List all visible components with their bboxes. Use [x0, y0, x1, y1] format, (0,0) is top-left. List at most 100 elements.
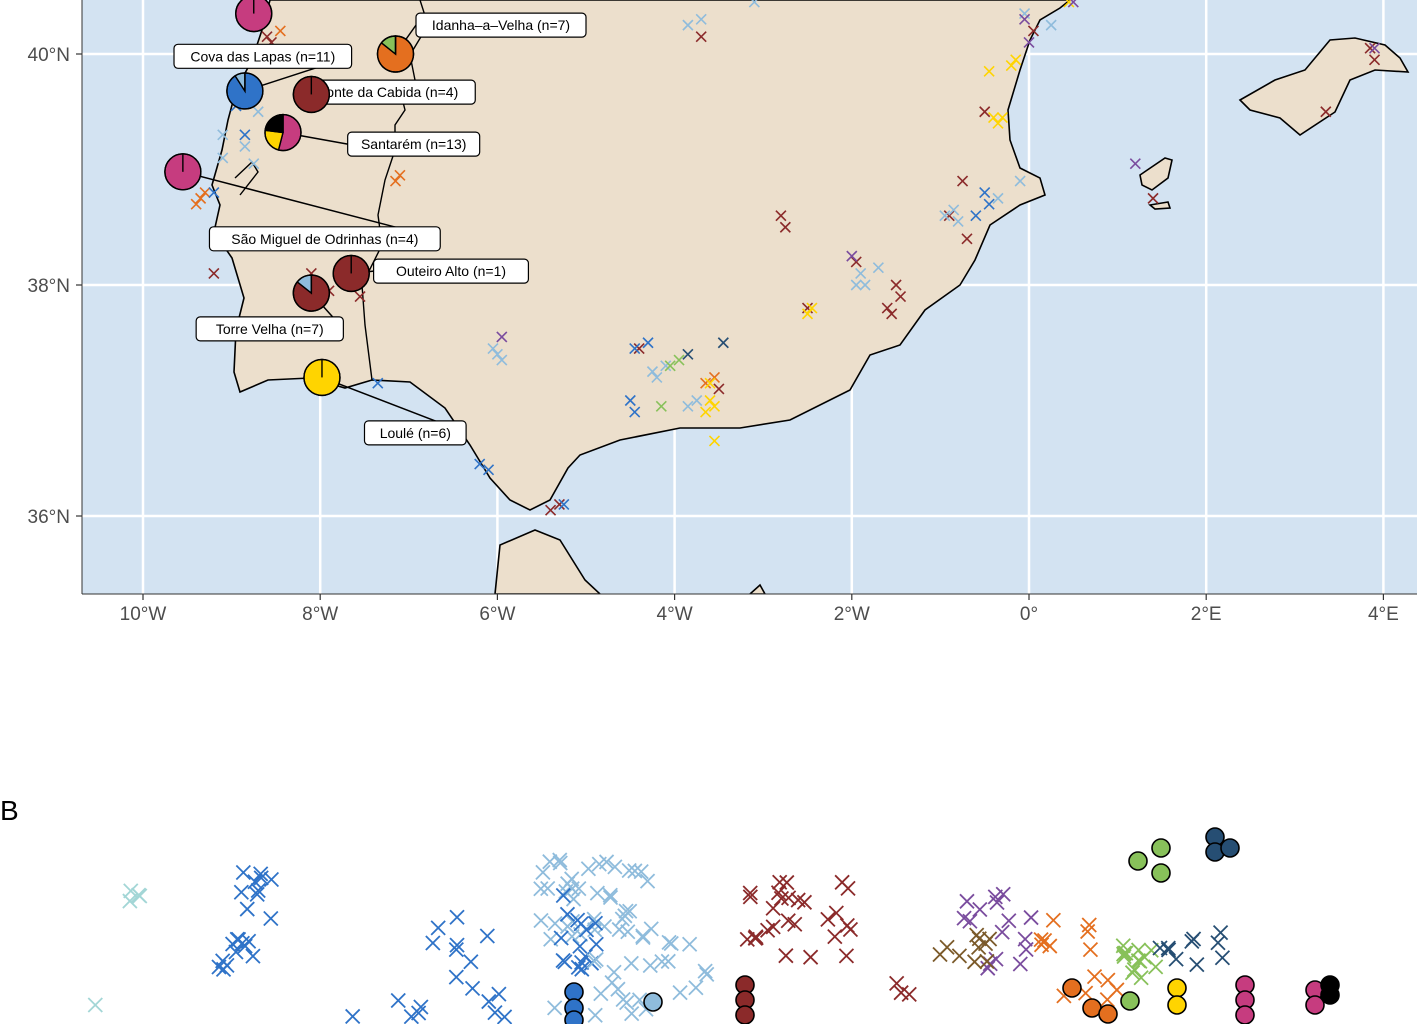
sample-cross — [633, 342, 645, 355]
sample-cross — [627, 863, 643, 879]
sample-cross — [806, 302, 818, 314]
sample-cross — [1027, 25, 1039, 37]
sample-cross — [464, 980, 481, 996]
sample-cross — [552, 852, 568, 868]
sample-cross — [872, 262, 884, 274]
site-label: Cova das Lapas (n=11) — [190, 48, 335, 64]
sample-cross — [372, 377, 384, 389]
coastline-detail — [234, 160, 259, 196]
sample-cross — [1368, 54, 1381, 66]
sample-cross — [487, 342, 499, 355]
sample-cross — [547, 915, 563, 932]
sample-cross — [449, 937, 465, 953]
sample-cross — [208, 187, 220, 199]
site-label-box — [363, 420, 467, 446]
sample-cross — [660, 360, 672, 372]
sample-crosses — [190, 0, 1381, 516]
sample-cross — [263, 910, 279, 927]
sample-cross — [972, 901, 988, 918]
sample-cross — [1189, 956, 1205, 973]
sample-cross — [228, 944, 244, 960]
sample-cross — [1210, 935, 1226, 951]
sample-cross — [624, 394, 636, 407]
sample-cross — [1116, 945, 1133, 961]
sample-dot — [1151, 838, 1171, 858]
sample-cross — [239, 140, 251, 152]
sample-cross — [688, 980, 704, 996]
sample-cross — [602, 887, 618, 903]
x-tick-label: 6°W — [479, 604, 515, 625]
sample-cross — [959, 893, 975, 909]
sample-cross — [697, 963, 713, 979]
sample-cross — [827, 928, 843, 945]
site-marker: Cova das Lapas (n=11) — [173, 43, 353, 110]
site-label: São Miguel de Odrinhas (n=4) — [231, 231, 418, 247]
sample-cross — [995, 886, 1011, 902]
sample-dot — [1305, 995, 1325, 1015]
sample-cross — [992, 192, 1004, 204]
sample-cross — [700, 377, 712, 389]
sample-dot — [1062, 978, 1082, 998]
sample-cross — [491, 348, 503, 360]
x-tick-label: 2°E — [1191, 604, 1222, 625]
sample-cross — [586, 911, 602, 927]
sample-cross — [1168, 951, 1184, 967]
sample-cross — [673, 354, 685, 366]
sample-cross — [249, 886, 265, 902]
sample-cross — [1152, 940, 1168, 956]
sample-cross — [859, 279, 871, 291]
sample-dot — [1320, 985, 1340, 1005]
site-label-box — [415, 12, 587, 38]
map-axes: 10°W 8°W 6°W 4°W 2°W 0° 2°E 4°E 40°N 38°N 36°N — [28, 0, 1417, 625]
sample-cross — [1033, 931, 1049, 948]
sample-cross — [533, 912, 549, 929]
sample-cross — [496, 1009, 513, 1024]
sample-cross — [578, 922, 595, 938]
sample-cross — [591, 856, 607, 872]
sample-cross — [780, 890, 797, 906]
sample-cross — [195, 192, 207, 204]
sample-cross — [482, 464, 495, 476]
sample-cross — [742, 885, 758, 901]
sample-cross — [345, 1008, 361, 1024]
sample-cross — [535, 864, 551, 880]
site-label-box — [347, 131, 481, 157]
panel-letter-b: B — [0, 795, 19, 826]
sample-cross — [1147, 192, 1159, 204]
sample-cross — [787, 916, 803, 932]
sample-cross — [602, 889, 619, 906]
sample-cross — [951, 948, 968, 964]
site-marker: Torre Velha (n=7) — [195, 274, 344, 342]
sample-cross — [651, 371, 663, 383]
sample-cross — [748, 0, 760, 8]
sample-cross — [700, 406, 712, 418]
sample-cross — [1045, 19, 1057, 31]
sample-cross — [779, 221, 791, 233]
sample-cross — [553, 930, 569, 946]
y-tick-label: 36°N — [28, 507, 70, 528]
sample-cross — [842, 921, 859, 938]
sample-cross — [642, 337, 654, 349]
sample-cross — [239, 901, 255, 917]
sample-cross — [1368, 42, 1381, 54]
y-tick-label: 38°N — [28, 276, 70, 297]
sample-cross — [587, 915, 604, 931]
sample-cross — [989, 894, 1005, 911]
sample-cross — [481, 993, 497, 1010]
site-marker: Santarém (n=13) — [264, 113, 481, 157]
sample-cross — [87, 997, 103, 1013]
sample-cross — [633, 864, 649, 880]
sample-cross — [487, 1004, 503, 1021]
site-label: Torre Velha (n=7) — [216, 321, 324, 337]
site-label: Monte da Cabida (n=4) — [315, 84, 459, 100]
sample-cross — [586, 953, 602, 969]
site-marker: São Miguel de Odrinhas (n=4) — [164, 153, 441, 252]
sample-cross — [1010, 54, 1022, 66]
sample-cross — [846, 250, 858, 262]
sample-cross — [1124, 965, 1141, 981]
sample-cross — [682, 348, 694, 360]
sample-cross — [1133, 970, 1149, 986]
sample-cross — [890, 279, 902, 291]
mallorca-island — [1238, 37, 1410, 136]
sample-cross — [889, 975, 905, 992]
